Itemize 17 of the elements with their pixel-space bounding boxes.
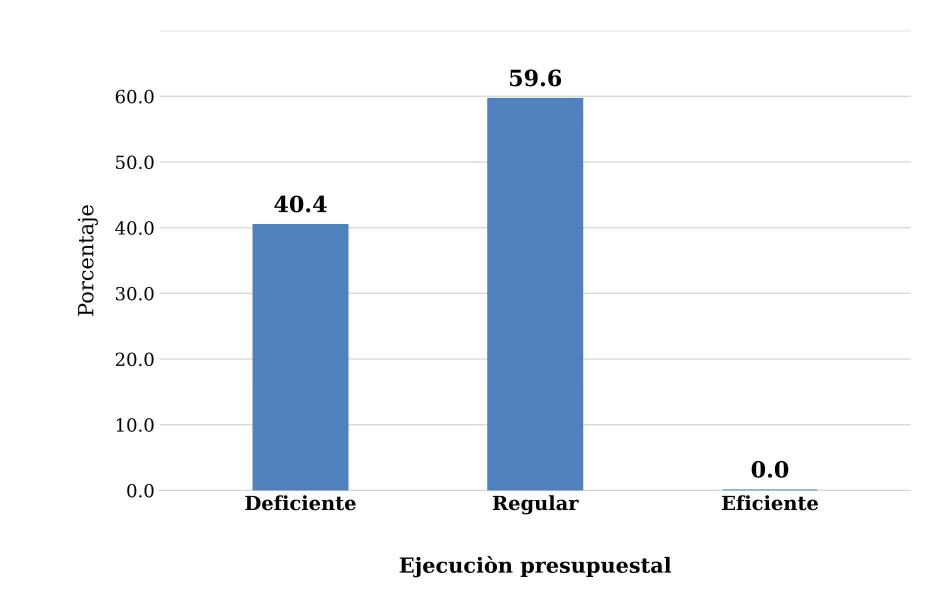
data-label: 0.0 bbox=[752, 460, 788, 478]
data-label: 40.4 bbox=[274, 196, 327, 212]
x-axis-title: Ejecuciòn presupuestal bbox=[400, 556, 672, 578]
bar bbox=[252, 224, 348, 490]
x-tick-label: Deficiente bbox=[245, 495, 356, 510]
y-tick-label: 0.0 bbox=[127, 484, 154, 498]
y-tick-label: 40.0 bbox=[115, 221, 154, 235]
y-tick-label: 50.0 bbox=[116, 155, 154, 170]
y-tick-label: 60.0 bbox=[116, 90, 154, 104]
y-axis-title: Porcentaje bbox=[78, 205, 98, 316]
y-tick-label: 30.0 bbox=[116, 286, 154, 300]
x-tick-label: Regular bbox=[492, 495, 579, 514]
y-tick-label: 20.0 bbox=[116, 352, 154, 366]
y-tick-label: 10.0 bbox=[116, 418, 154, 432]
x-tick-label: Eficiente bbox=[722, 495, 818, 510]
bar bbox=[487, 98, 584, 490]
data-label: 59.6 bbox=[510, 70, 562, 86]
